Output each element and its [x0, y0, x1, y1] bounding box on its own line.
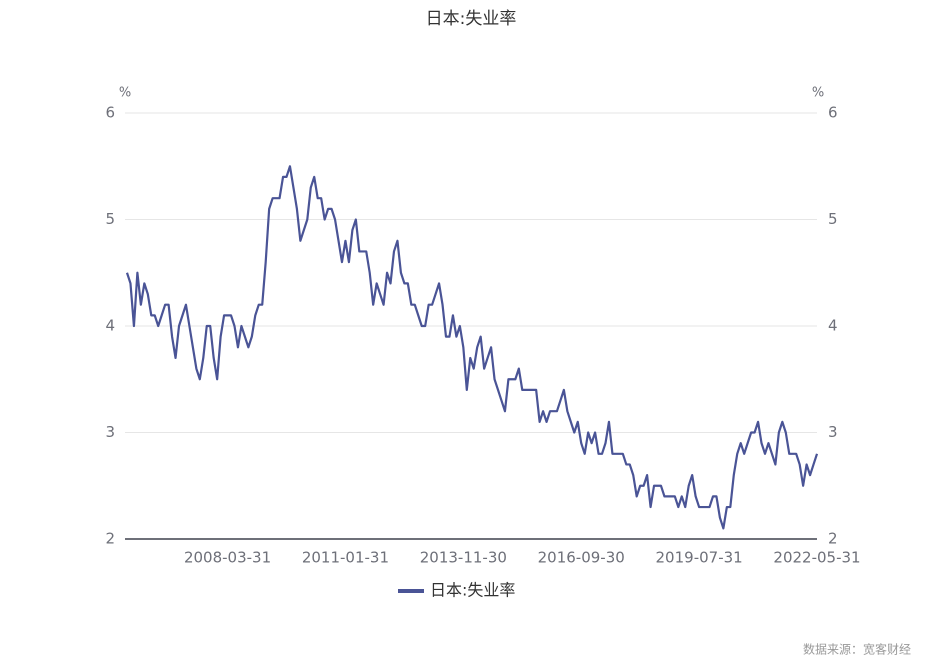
y-tick-label: 4 [105, 317, 115, 335]
source: 数据来源：宽客财经 [803, 642, 911, 657]
x-tick-label: 2013-11-30 [420, 549, 507, 567]
y2-tick-label: 3 [828, 423, 838, 441]
y2-tick-label: 5 [828, 210, 838, 228]
line-series [125, 165, 819, 530]
y-tick-label: 5 [105, 210, 115, 228]
x-tick-label: 2011-01-31 [302, 549, 389, 567]
y-tick-label: 2 [105, 530, 115, 548]
legend-label: 日本:失业率 [430, 581, 515, 600]
x-tick-label: 2008-03-31 [184, 549, 271, 567]
x-tick-label: 2016-09-30 [538, 549, 625, 567]
chart-title: 日本:失业率 [426, 9, 517, 29]
x-tick-label: 2019-07-31 [656, 549, 743, 567]
y-unit: % [119, 86, 131, 101]
y2-unit: % [812, 86, 824, 101]
y-tick-label: 3 [105, 423, 115, 441]
y-tick-label: 6 [105, 104, 115, 122]
x-tick-label: 2022-05-31 [773, 549, 860, 567]
y2-tick-label: 2 [828, 530, 838, 548]
y2-tick-label: 4 [828, 317, 838, 335]
y2-tick-label: 6 [828, 104, 838, 122]
